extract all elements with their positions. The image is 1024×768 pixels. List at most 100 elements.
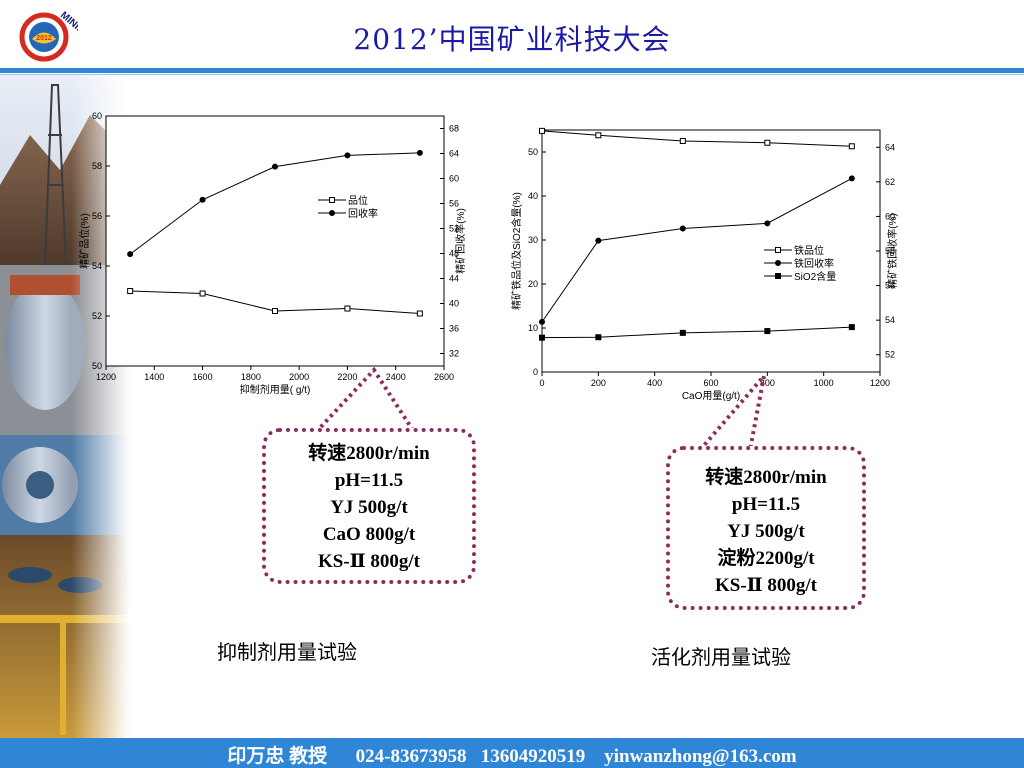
data-point [344, 152, 351, 159]
data-point [848, 324, 855, 331]
data-point [679, 138, 686, 144]
y2-tick-label: 58 [885, 246, 895, 256]
logo-year: 2012 [36, 35, 52, 42]
x-tick-label: 600 [703, 378, 718, 388]
y-tick-label: 40 [528, 191, 538, 201]
data-point [595, 132, 602, 139]
depressant-dosage-chart: 1200 1400 1600 1800 2000 2200 2400 2600 50 52 54 56… [78, 111, 467, 396]
y2-tick-label: 32 [449, 349, 459, 359]
condition-line: YJ 500g/t [330, 497, 408, 518]
y2-axis-label: 精矿铁回收率(%) [886, 213, 899, 289]
legend-label: 品位 [348, 194, 368, 207]
x-tick-label: 400 [647, 378, 662, 388]
x-tick-label: 2400 [386, 372, 406, 382]
y-tick-label: 54 [92, 261, 102, 271]
data-point [595, 334, 602, 341]
depressant-test-caption: 抑制剂用量试验 [217, 640, 357, 664]
y2-tick-label: 52 [449, 224, 459, 234]
y-tick-label: 10 [528, 323, 538, 333]
x-tick-label: 800 [760, 378, 775, 388]
data-point [595, 237, 602, 244]
legend-label: 回收率 [348, 207, 378, 220]
y2-axis-label: 精矿回收率(%) [454, 208, 467, 274]
y2-tick-label: 40 [449, 299, 459, 309]
data-point [679, 225, 686, 232]
legend-label: 铁品位 [794, 244, 824, 257]
legend-marker [775, 260, 781, 266]
condition-line: 转速2800r/min [705, 467, 827, 488]
x-axis-label: 抑制剂用量( g/t) [240, 383, 311, 396]
plot-frame [105, 115, 445, 367]
y2-tick-label: 52 [885, 350, 895, 360]
condition-line: KS-Ⅱ 800g/t [714, 575, 818, 596]
legend-label: 铁回收率 [794, 257, 834, 270]
footer-bar: 印万忠 教授 024-83673958 13604920519 yinwanzh… [0, 738, 1024, 768]
y2-tick-label: 56 [449, 199, 459, 209]
activator-conditions-callout: 转速2800r/min pH=11.5 YJ 500g/t 淀粉2200g/t … [666, 446, 866, 610]
legend-marker [329, 210, 335, 216]
data-point [127, 251, 134, 258]
y-tick-label: 60 [92, 111, 102, 121]
header-divider [0, 68, 1024, 73]
y2-tick-label: 62 [885, 177, 895, 187]
data-point [272, 163, 278, 170]
data-point [539, 127, 545, 134]
y2-tick-label: 48 [449, 249, 459, 259]
condition-line: 转速2800r/min [308, 443, 430, 464]
y-axis-label: 精矿铁品位及SiO2含量(%) [510, 192, 523, 310]
x-tick-label: 1800 [241, 372, 261, 382]
y2-tick-label: 54 [885, 315, 895, 325]
y2-tick-label: 56 [885, 281, 895, 291]
y-tick-label: 50 [92, 361, 102, 371]
y2-tick-label: 36 [449, 324, 459, 334]
data-point [764, 139, 771, 146]
legend-marker [329, 197, 335, 203]
activator-test-caption: 活化剂用量试验 [651, 645, 791, 669]
x-tick-label: 2600 [434, 372, 454, 382]
y-tick-label: 52 [92, 311, 102, 321]
x-tick-label: 1200 [870, 378, 890, 388]
y2-tick-label: 60 [885, 211, 895, 221]
x-tick-label: 2000 [289, 372, 309, 382]
y-tick-label: 20 [528, 279, 538, 289]
y-tick-label: 50 [528, 147, 538, 157]
data-point [848, 175, 855, 182]
data-point [679, 329, 686, 336]
x-tick-label: 1600 [193, 372, 213, 382]
data-point [848, 143, 855, 150]
data-point [344, 305, 351, 312]
x-tick-label: 1200 [96, 372, 116, 382]
y-tick-label: 56 [92, 211, 102, 221]
y-tick-label: 30 [528, 235, 538, 245]
y2-tick-label: 44 [449, 274, 459, 284]
x-tick-label: 1400 [144, 372, 164, 382]
data-point [416, 149, 423, 156]
condition-line: YJ 500g/t [727, 521, 805, 542]
x-axis-label: CaO用量(g/t) [682, 390, 740, 402]
condition-line: 淀粉2200g/t [717, 548, 815, 569]
footer-contact: 印万忠 教授 024-83673958 13604920519 yinwanzh… [227, 746, 797, 767]
condition-line: CaO 800g/t [322, 524, 416, 545]
x-tick-label: 1000 [814, 378, 834, 388]
depressant-conditions-callout: 转速2800r/min pH=11.5 YJ 500g/t CaO 800g/t… [262, 428, 476, 584]
legend-marker [775, 247, 781, 253]
y2-tick-label: 64 [885, 142, 895, 152]
data-point [199, 196, 206, 203]
data-point [764, 328, 771, 335]
y-tick-label: 0 [533, 367, 538, 377]
condition-line: KS-Ⅱ 800g/t [317, 551, 421, 572]
header-divider-thin [0, 74, 1024, 75]
data-point [539, 334, 545, 341]
data-point [272, 308, 278, 314]
data-point [199, 290, 206, 297]
legend-label: SiO2含量 [794, 270, 836, 283]
x-tick-label: 0 [539, 378, 544, 388]
y2-tick-label: 60 [449, 174, 459, 184]
legend-marker [775, 273, 781, 279]
y2-tick-label: 64 [449, 149, 459, 159]
x-tick-label: 2200 [337, 372, 357, 382]
plot-frame [541, 129, 881, 373]
page-title: 2012’中国矿业科技大会 [353, 23, 671, 56]
data-point [539, 318, 545, 325]
